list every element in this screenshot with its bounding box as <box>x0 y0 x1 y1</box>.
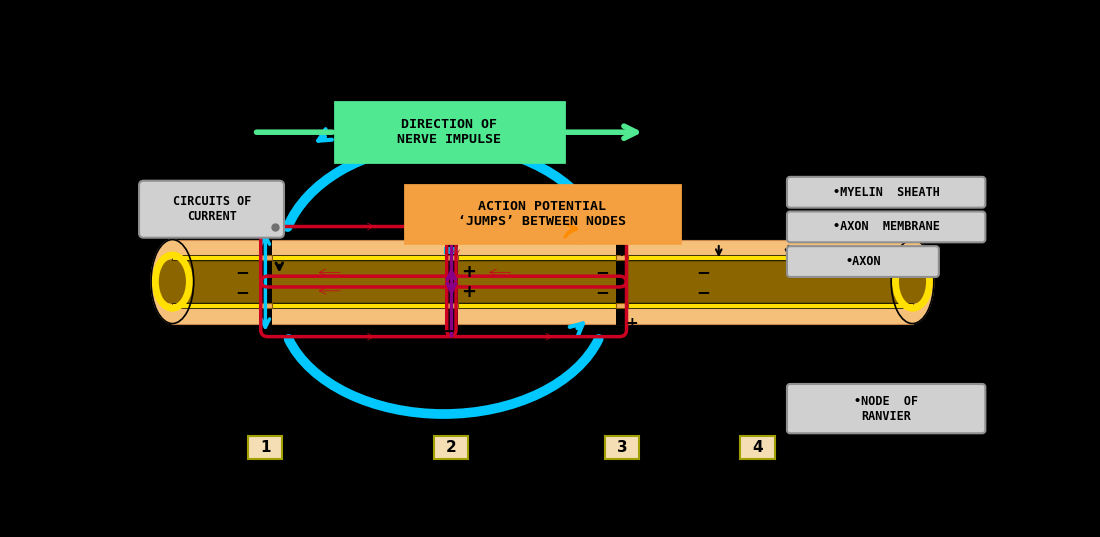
Text: −: − <box>235 263 249 280</box>
FancyBboxPatch shape <box>265 240 451 255</box>
FancyBboxPatch shape <box>336 102 563 162</box>
Text: −: − <box>696 282 711 301</box>
FancyBboxPatch shape <box>260 255 272 260</box>
FancyBboxPatch shape <box>260 238 272 325</box>
FancyBboxPatch shape <box>173 240 265 255</box>
Text: 2: 2 <box>446 440 456 455</box>
Text: •MYELIN  SHEATH: •MYELIN SHEATH <box>833 186 939 199</box>
Text: −: − <box>235 282 249 301</box>
FancyBboxPatch shape <box>621 308 913 324</box>
Ellipse shape <box>151 240 194 324</box>
FancyBboxPatch shape <box>740 437 774 460</box>
Text: 3: 3 <box>617 440 627 455</box>
Text: +: + <box>626 316 638 331</box>
FancyBboxPatch shape <box>616 238 628 325</box>
FancyBboxPatch shape <box>434 437 469 460</box>
FancyBboxPatch shape <box>139 181 284 238</box>
Text: DIRECTION OF
NERVE IMPULSE: DIRECTION OF NERVE IMPULSE <box>397 118 502 146</box>
Text: CIRCUITS OF
CURRENT: CIRCUITS OF CURRENT <box>173 195 251 223</box>
FancyBboxPatch shape <box>616 255 628 260</box>
FancyBboxPatch shape <box>173 308 265 324</box>
Text: +: + <box>461 263 475 280</box>
Text: 4: 4 <box>752 440 762 455</box>
Text: −: − <box>696 263 711 280</box>
FancyBboxPatch shape <box>260 303 272 308</box>
Text: •NODE  OF
RANVIER: •NODE OF RANVIER <box>854 395 918 423</box>
FancyBboxPatch shape <box>173 260 913 303</box>
Text: −: − <box>595 263 609 280</box>
FancyBboxPatch shape <box>173 303 913 308</box>
Ellipse shape <box>157 260 188 303</box>
FancyBboxPatch shape <box>605 437 639 460</box>
Text: 1: 1 <box>260 440 271 455</box>
FancyBboxPatch shape <box>265 308 451 324</box>
Text: •AXON: •AXON <box>845 255 881 268</box>
Text: ACTION POTENTIAL
‘JUMPS’ BETWEEN NODES: ACTION POTENTIAL ‘JUMPS’ BETWEEN NODES <box>459 200 626 228</box>
FancyBboxPatch shape <box>451 308 622 324</box>
FancyBboxPatch shape <box>405 185 680 243</box>
FancyBboxPatch shape <box>786 384 986 433</box>
FancyBboxPatch shape <box>249 437 283 460</box>
Text: +: + <box>461 282 475 301</box>
FancyBboxPatch shape <box>446 238 458 325</box>
FancyBboxPatch shape <box>786 246 939 277</box>
Text: −: − <box>595 282 609 301</box>
FancyBboxPatch shape <box>616 303 628 308</box>
FancyBboxPatch shape <box>446 303 458 308</box>
FancyBboxPatch shape <box>451 240 622 255</box>
FancyBboxPatch shape <box>786 177 986 208</box>
Ellipse shape <box>896 260 928 303</box>
FancyBboxPatch shape <box>173 255 913 260</box>
Ellipse shape <box>891 240 934 324</box>
FancyBboxPatch shape <box>444 246 459 254</box>
FancyBboxPatch shape <box>446 255 458 260</box>
Text: •AXON  MEMBRANE: •AXON MEMBRANE <box>833 220 939 234</box>
FancyBboxPatch shape <box>621 240 913 255</box>
FancyBboxPatch shape <box>786 212 986 242</box>
Text: −: − <box>441 324 454 339</box>
